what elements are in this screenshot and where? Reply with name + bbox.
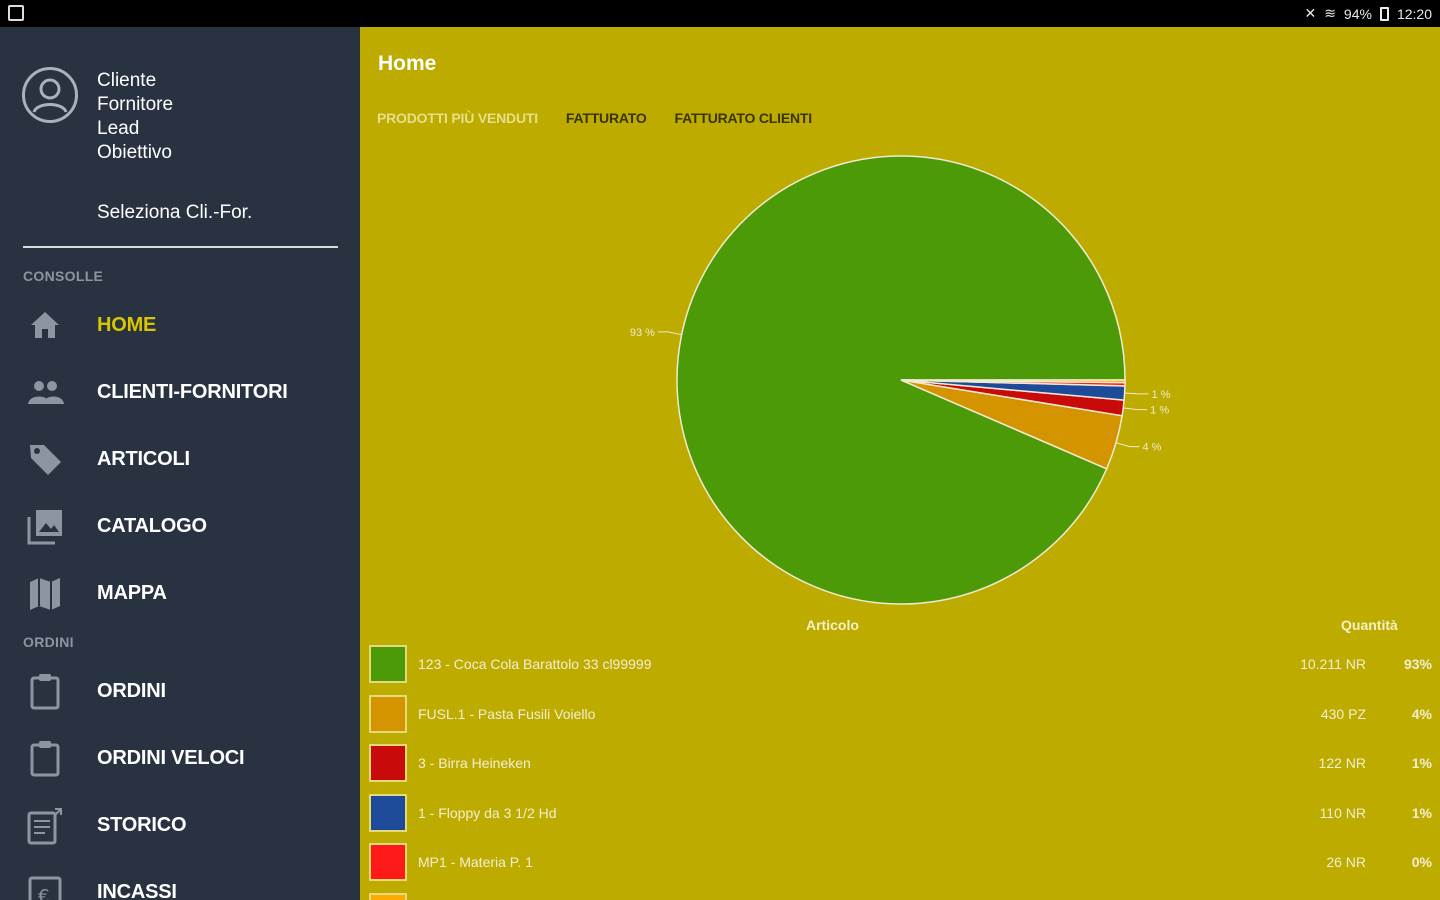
tab-prodotti-piu-venduti[interactable]: PRODOTTI PIÙ VENDUTI — [377, 110, 538, 126]
tab-bar: PRODOTTI PIÙ VENDUTI FATTURATO FATTURATO… — [377, 110, 812, 126]
legend-quantity: 110 NR — [1319, 804, 1366, 821]
slice-value-label: 1 % — [1152, 389, 1171, 401]
sidebar-item-label: INCASSI — [97, 880, 177, 900]
select-cliente-fornitore-link[interactable]: Seleziona Cli.-For. — [97, 202, 253, 223]
sidebar-item-ordini-veloci[interactable]: ORDINI VELOCI — [0, 728, 360, 788]
profile-line-lead: Lead — [97, 118, 140, 139]
sidebar-item-label: HOME — [97, 313, 157, 336]
sidebar-item-label: ORDINI VELOCI — [97, 746, 245, 769]
legend-swatch — [369, 843, 407, 881]
legend-swatch — [369, 793, 407, 832]
legend-quantity: 26 NR — [1326, 854, 1366, 870]
legend-percent: 0% — [1411, 854, 1432, 870]
clipboard-icon — [24, 737, 66, 779]
sidebar: Cliente Fornitore Lead Obiettivo Selezio… — [0, 27, 360, 900]
slice-leader-line — [1123, 407, 1148, 411]
legend-article-label: MP1 - Materia P. 1 — [418, 854, 533, 870]
column-header-articolo: Articolo — [806, 617, 859, 633]
battery-percent: 94% — [1343, 5, 1372, 22]
home-icon — [24, 304, 66, 346]
legend-article-label: FUSL.1 - Pasta Fusili Voiello — [418, 705, 596, 722]
mute-icon: ✕ — [1304, 5, 1317, 21]
tag-icon — [24, 438, 66, 480]
legend-row[interactable]: 1 - Floppy da 3 1/2 Hd 110 NR 1% — [360, 793, 1440, 834]
sidebar-item-storico[interactable]: STORICO — [0, 795, 360, 855]
status-icons: ✕ ≋ 94% 12:20 — [1304, 5, 1432, 22]
legend-percent: 4% — [1411, 705, 1432, 722]
sidebar-divider — [23, 246, 338, 248]
legend-quantity: 122 NR — [1318, 755, 1366, 771]
section-label-consolle: CONSOLLE — [23, 268, 104, 284]
profile-lines: Cliente Fornitore Lead Obiettivo — [97, 69, 173, 165]
sidebar-item-mappa[interactable]: MAPPA — [0, 563, 360, 623]
people-icon — [24, 371, 66, 413]
legend-row[interactable]: 3 - Birra Heineken 122 NR 1% — [360, 744, 1440, 784]
sidebar-item-label: MAPPA — [97, 581, 167, 604]
sidebar-item-home[interactable]: HOME — [0, 295, 360, 355]
slice-value-label: 1 % — [1150, 405, 1169, 417]
legend-quantity: 10.211 NR — [1300, 656, 1366, 672]
legend-swatch — [369, 892, 407, 900]
legend-row[interactable]: MP1 - Materia P. 1 26 NR 0% — [360, 843, 1440, 883]
section-label-ordini: ORDINI — [23, 634, 74, 650]
sidebar-item-clienti-fornitori[interactable]: CLIENTI-FORNITORI — [0, 362, 360, 422]
slice-value-label: 4 % — [1142, 442, 1161, 454]
legend-row[interactable]: 123 - Coca Cola Barattolo 33 cl99999 10.2… — [360, 645, 1440, 685]
avatar-icon[interactable] — [22, 67, 78, 123]
legend-article-label: 123 - Coca Cola Barattolo 33 cl99999 — [418, 656, 652, 672]
slice-leader-line — [1115, 442, 1140, 448]
legend-percent: 1% — [1411, 755, 1432, 771]
battery-icon — [1379, 6, 1389, 21]
photo-library-icon — [24, 505, 66, 547]
legend-quantity: 430 PZ — [1320, 705, 1366, 722]
page-title: Home — [378, 52, 437, 75]
sidebar-item-label: ORDINI — [97, 679, 166, 702]
pie-slice[interactable] — [900, 379, 1126, 384]
screenshot-icon — [8, 5, 24, 21]
legend-swatch — [369, 744, 407, 782]
sidebar-item-label: STORICO — [97, 813, 187, 836]
profile-line-obiettivo: Obiettivo — [97, 142, 172, 163]
legend-row[interactable]: FUSL.1 - Pasta Fusili Voiello 430 PZ 4% — [360, 694, 1440, 735]
wifi-icon: ≋ — [1324, 5, 1336, 21]
sidebar-item-catalogo[interactable]: CATALOGO — [0, 496, 360, 556]
clock: 12:20 — [1396, 5, 1432, 22]
slice-leader-line — [657, 331, 682, 336]
profile-line-cliente: Cliente — [97, 70, 157, 91]
legend-row[interactable] — [360, 892, 1440, 900]
legend-percent: 93% — [1403, 656, 1432, 672]
slice-leader-line — [1124, 392, 1149, 395]
legend-swatch — [369, 694, 407, 733]
euro-icon: € — [24, 871, 66, 900]
pie-chart: 93 % 4 % 1 % 1 % — [630, 155, 1171, 605]
map-icon — [24, 572, 66, 614]
sidebar-item-label: CLIENTI-FORNITORI — [97, 380, 288, 403]
document-icon — [24, 804, 66, 846]
profile-line-fornitore: Fornitore — [97, 94, 174, 115]
sidebar-item-label: ARTICOLI — [97, 447, 190, 470]
sidebar-item-ordini[interactable]: ORDINI — [0, 661, 360, 721]
status-bar: ✕ ≋ 94% 12:20 — [0, 0, 1440, 27]
main-content: Home PRODOTTI PIÙ VENDUTI FATTURATO FATT… — [360, 27, 1440, 900]
legend-percent: 1% — [1411, 804, 1432, 821]
tab-fatturato-clienti[interactable]: FATTURATO CLIENTI — [674, 110, 813, 126]
sidebar-item-incassi[interactable]: € INCASSI — [0, 862, 360, 900]
slice-value-label: 93 % — [630, 327, 655, 339]
sidebar-item-label: CATALOGO — [97, 514, 207, 537]
clipboard-icon — [24, 670, 66, 712]
legend-article-label: 3 - Birra Heineken — [418, 755, 531, 771]
legend-article-label: 1 - Floppy da 3 1/2 Hd — [418, 804, 557, 821]
svg-text:€: € — [38, 886, 49, 900]
tab-fatturato[interactable]: FATTURATO — [565, 110, 647, 126]
sidebar-item-articoli[interactable]: ARTICOLI — [0, 429, 360, 489]
column-header-quantita: Quantità — [1341, 617, 1398, 633]
legend-swatch — [369, 645, 407, 683]
